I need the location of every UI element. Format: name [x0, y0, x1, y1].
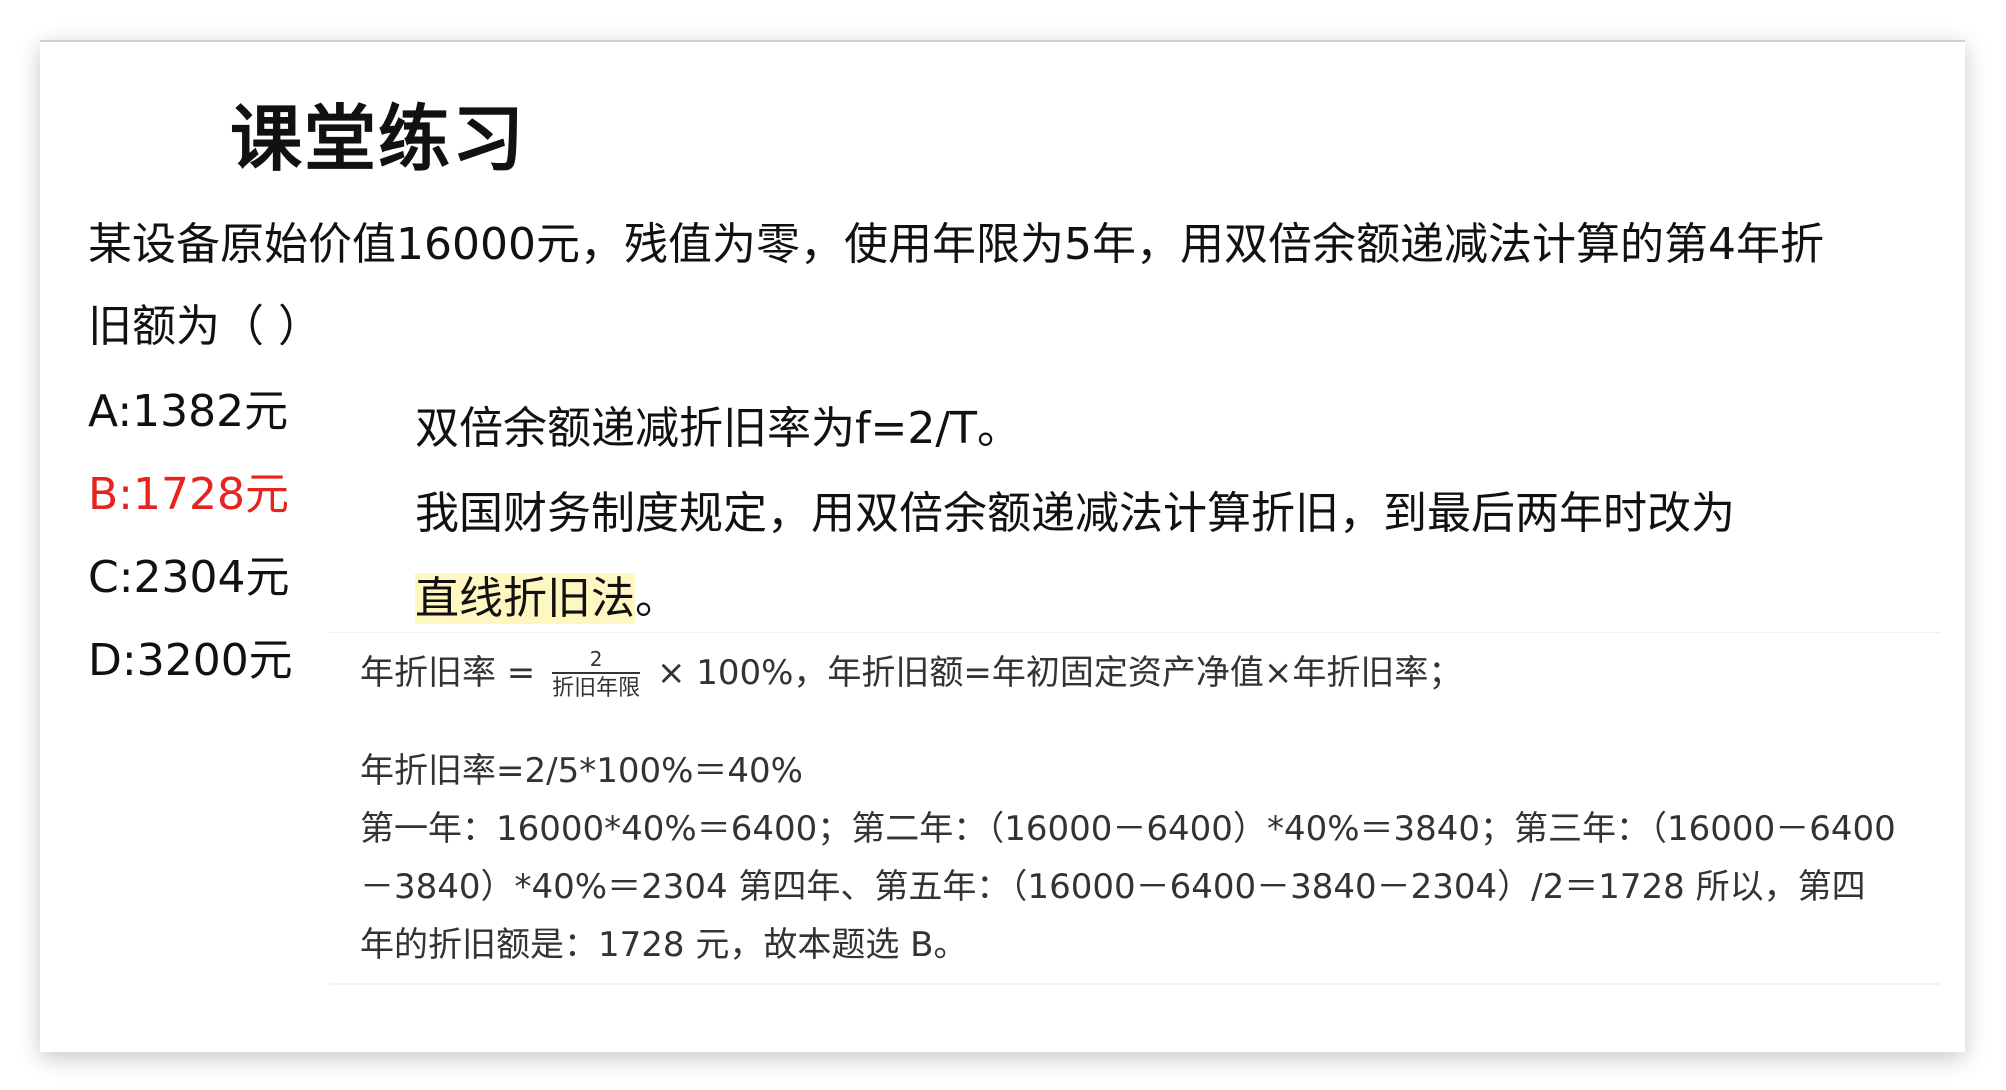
option-d: D:3200元	[88, 635, 293, 686]
question-line-2: 旧额为（ ）	[88, 301, 322, 352]
formula-suffix: × 100%，年折旧额=年初固定资产净值×年折旧率；	[656, 653, 1463, 693]
hint-line-3: 直线折旧法。	[415, 562, 679, 626]
question-line-1: 某设备原始价值16000元，残值为零，使用年限为5年，用双倍余额递减法计算的第4…	[88, 219, 1824, 270]
solution-line-2: 年折旧率=2/5*100%＝40%	[360, 751, 803, 791]
solution-formula: 年折旧率 = 2 折旧年限 × 100%，年折旧额=年初固定资产净值×年折旧率；	[360, 645, 1462, 704]
hint-line-3-tail: 。	[635, 573, 679, 624]
formula-prefix: 年折旧率 =	[360, 653, 536, 693]
solution-panel: 年折旧率 = 2 折旧年限 × 100%，年折旧额=年初固定资产净值×年折旧率；…	[330, 632, 1940, 985]
solution-line-4: －3840）*40%＝2304 第四年、第五年：（16000－6400－3840…	[360, 867, 1866, 907]
hint-line-2: 我国财务制度规定，用双倍余额递减法计算折旧，到最后两年时改为	[415, 488, 1735, 539]
option-c: C:2304元	[88, 552, 290, 603]
page-title: 课堂练习	[230, 97, 527, 181]
solution-line-3: 第一年：16000*40%＝6400；第二年：（16000－6400）*40%＝…	[360, 809, 1896, 849]
highlighted-term: 直线折旧法	[415, 573, 635, 624]
slide: 课堂练习 某设备原始价值16000元，残值为零，使用年限为5年，用双倍余额递减法…	[40, 40, 1965, 1052]
formula-numerator: 2	[552, 646, 641, 674]
formula-denominator: 折旧年限	[552, 675, 641, 701]
solution-line-5: 年的折旧额是：1728 元，故本题选 B。	[360, 925, 968, 965]
option-b-correct: B:1728元	[88, 469, 289, 520]
formula-fraction: 2 折旧年限	[552, 646, 641, 704]
question-text: 某设备原始价值16000元，残值为零，使用年限为5年，用双倍余额递减法计算的第4…	[88, 204, 1948, 368]
option-a: A:1382元	[88, 386, 289, 437]
hint-line-1: 双倍余额递减折旧率为f=2/T。	[415, 403, 1022, 454]
